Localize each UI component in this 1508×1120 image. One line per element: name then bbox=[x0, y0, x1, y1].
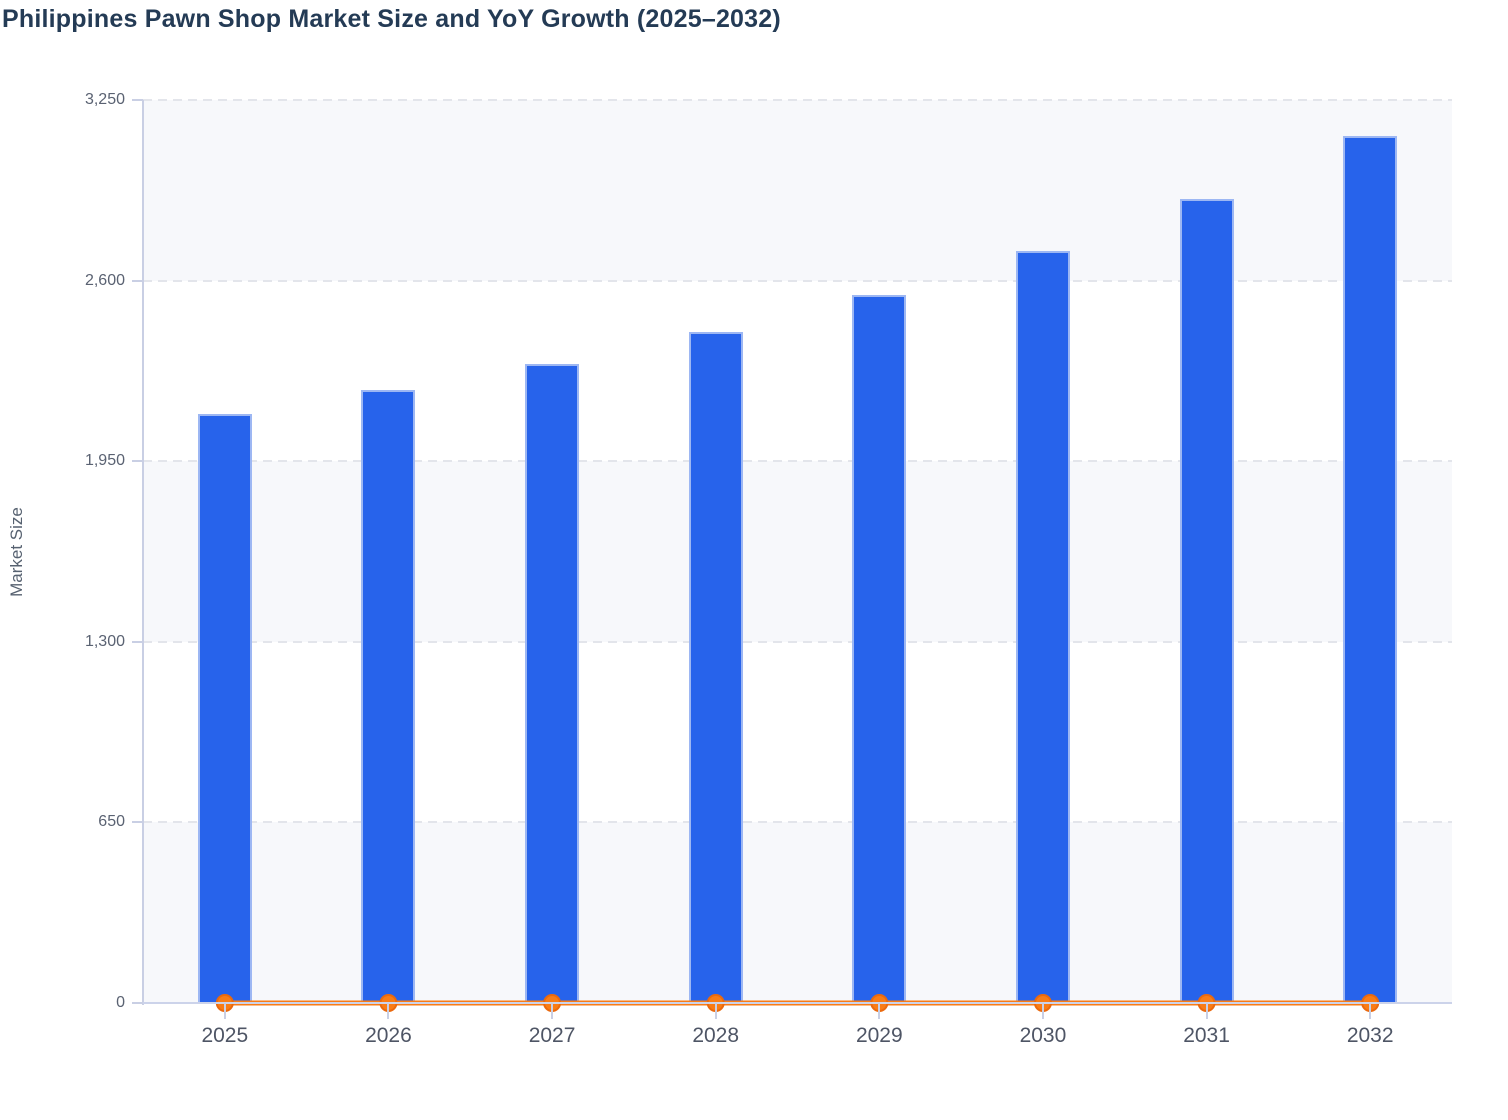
y-tick-mark bbox=[132, 460, 143, 463]
bar-2027[interactable] bbox=[525, 363, 580, 1003]
gridline bbox=[143, 640, 1452, 643]
bar-2025[interactable] bbox=[197, 413, 252, 1003]
x-tick-mark bbox=[223, 1003, 226, 1019]
x-tick-mark bbox=[1041, 1003, 1044, 1019]
gridline bbox=[143, 279, 1452, 282]
y-tick-mark bbox=[132, 99, 143, 101]
bar-2028[interactable] bbox=[688, 332, 743, 1003]
y-tick-label-0: 0 bbox=[116, 994, 125, 1011]
y-axis-line bbox=[142, 100, 144, 1005]
y-axis-title: Market Size bbox=[7, 507, 26, 597]
x-tick-mark bbox=[878, 1003, 881, 1019]
bar-2030[interactable] bbox=[1015, 251, 1070, 1003]
y-tick-label-2,600: 2,600 bbox=[84, 271, 125, 289]
y-tick-mark bbox=[132, 640, 143, 643]
chart-title: Philippines Pawn Shop Market Size and Yo… bbox=[2, 5, 781, 33]
plot-band bbox=[143, 822, 1452, 1003]
gridline bbox=[143, 821, 1452, 824]
x-tick-label-2026: 2026 bbox=[365, 1024, 412, 1047]
x-tick-mark bbox=[1205, 1003, 1208, 1019]
x-tick-mark bbox=[387, 1003, 390, 1019]
x-tick-mark bbox=[1369, 1003, 1372, 1019]
x-tick-label-2030: 2030 bbox=[1019, 1024, 1067, 1047]
bar-2026[interactable] bbox=[361, 390, 416, 1003]
x-tick-label-2028: 2028 bbox=[692, 1024, 740, 1047]
plot-band bbox=[143, 100, 1452, 281]
plot-area bbox=[143, 99, 1452, 1012]
x-tick-mark bbox=[551, 1003, 554, 1019]
bar-2031[interactable] bbox=[1179, 198, 1234, 1003]
gridline bbox=[143, 99, 1452, 101]
bar-2029[interactable] bbox=[852, 294, 907, 1003]
plot-band bbox=[143, 461, 1452, 642]
x-tick-label-2029: 2029 bbox=[855, 1024, 903, 1047]
x-tick-mark bbox=[714, 1003, 717, 1019]
x-tick-label-2027: 2027 bbox=[528, 1024, 576, 1047]
bar-2032[interactable] bbox=[1343, 136, 1398, 1003]
y-tick-mark bbox=[132, 821, 143, 824]
y-tick-label-650: 650 bbox=[98, 813, 125, 831]
x-axis-line bbox=[143, 1002, 1452, 1004]
gridline bbox=[143, 460, 1452, 463]
y-tick-mark bbox=[132, 1002, 143, 1004]
y-tick-label-1,300: 1,300 bbox=[84, 632, 125, 650]
x-tick-label-2031: 2031 bbox=[1183, 1024, 1230, 1047]
y-tick-label-1,950: 1,950 bbox=[84, 452, 125, 470]
yoy-line-series bbox=[215, 994, 1380, 1012]
x-tick-label-2025: 2025 bbox=[201, 1024, 249, 1047]
x-tick-label-2032: 2032 bbox=[1346, 1024, 1394, 1047]
y-tick-label-3,250: 3,250 bbox=[84, 91, 125, 108]
y-tick-mark bbox=[132, 279, 143, 282]
